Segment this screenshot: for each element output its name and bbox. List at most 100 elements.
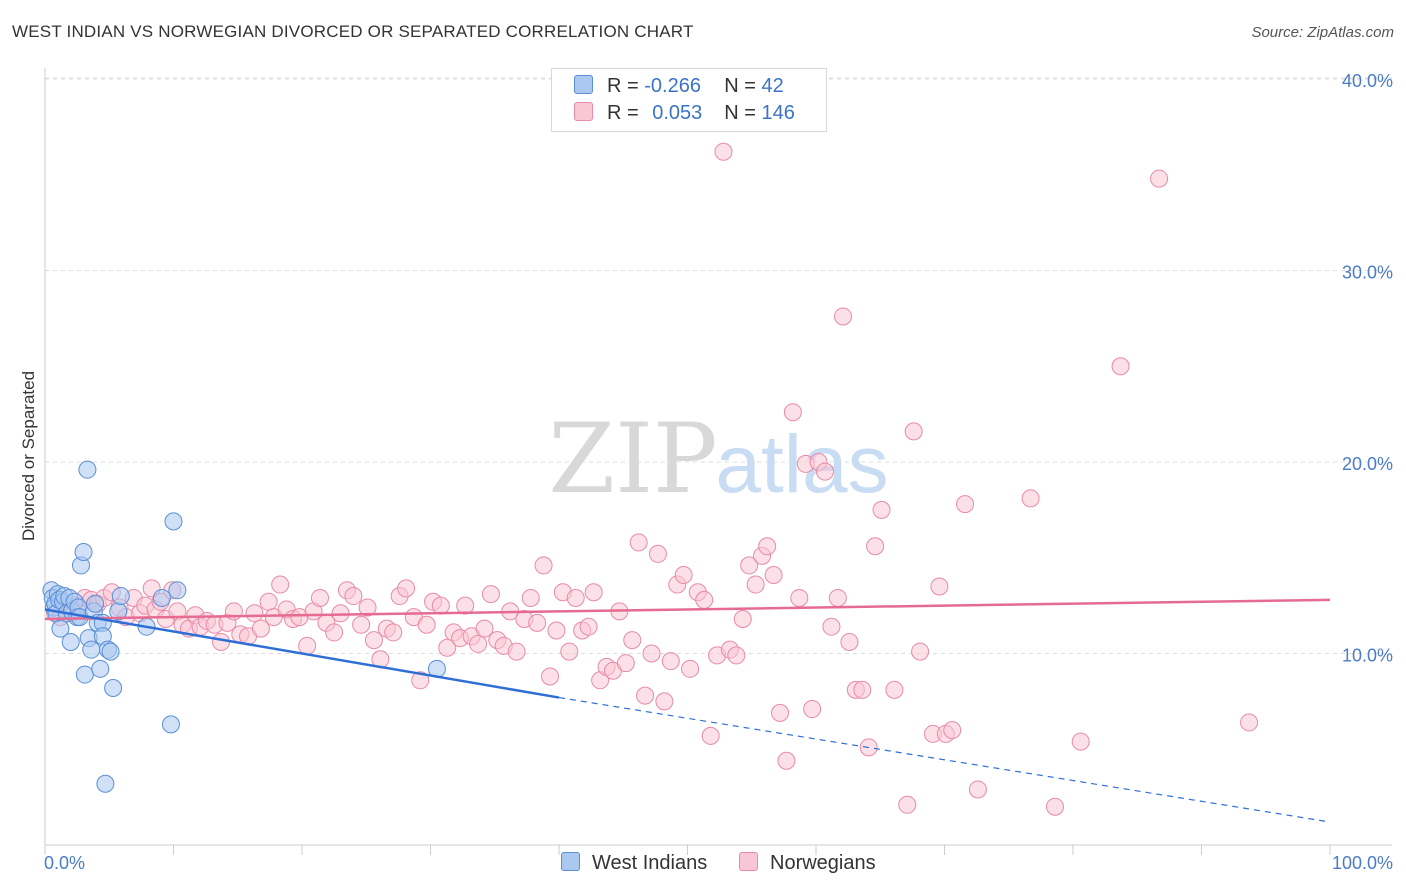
norwegians-point (456, 596, 475, 615)
norwegians-point (771, 703, 790, 722)
norwegians-point (629, 533, 648, 552)
stats-row-west-indians: R = -0.266 N = 42 (574, 75, 802, 99)
y-tick-label: 30.0% (1342, 263, 1393, 283)
west-indians-point (168, 581, 187, 600)
norwegians-point (872, 500, 891, 519)
norwegians-point (840, 633, 859, 652)
norwegians-point (1111, 357, 1130, 376)
r-value: 0.053 (652, 102, 703, 124)
norwegians-point (397, 579, 416, 598)
legend-item-norwegians[interactable]: Norwegians (739, 852, 876, 875)
norwegians-point (815, 462, 834, 481)
norwegians-point (271, 575, 290, 594)
norwegians-point (648, 544, 667, 563)
source-note: Source: ZipAtlas.com (1251, 24, 1394, 41)
norwegians-point (911, 642, 930, 661)
norwegians-point (547, 621, 566, 640)
norwegians-point (764, 565, 783, 584)
norwegians-point (431, 596, 450, 615)
norwegians-point (701, 726, 720, 745)
r-value: -0.266 (644, 75, 701, 97)
norwegians-point (777, 751, 796, 770)
west-indians-point (96, 774, 115, 793)
west-indians-point (51, 619, 70, 638)
legend-item-west-indians[interactable]: West Indians (561, 852, 707, 875)
norwegians-point (584, 583, 603, 602)
legend-label: Norwegians (770, 852, 876, 874)
norwegians-point (331, 604, 350, 623)
norwegians-point (1046, 797, 1065, 816)
norwegians-point (481, 585, 500, 604)
norwegians-point (352, 615, 371, 634)
norwegians-point (364, 631, 383, 650)
norwegians-point (579, 617, 598, 636)
west-indians-point (82, 640, 101, 659)
norwegians-swatch-icon (574, 102, 593, 121)
norwegians-point (898, 795, 917, 814)
n-value: 42 (761, 75, 784, 97)
west-indians-point (78, 460, 97, 479)
stats-row-norwegians: R = 0.053 N = 146 (574, 102, 802, 126)
norwegians-point (968, 780, 987, 799)
norwegians-point (212, 633, 231, 652)
norwegians-point (259, 592, 278, 611)
norwegians-point (642, 644, 661, 663)
norwegians-point (384, 623, 403, 642)
r-label: R = (607, 102, 639, 124)
n-value: 146 (761, 102, 795, 124)
west-indians-points (42, 460, 446, 793)
norwegians-point (655, 692, 674, 711)
west-indians-point (164, 512, 183, 531)
norwegians-point (417, 615, 436, 634)
norwegians-point (566, 588, 585, 607)
norwegians-point (885, 680, 904, 699)
norwegians-point (828, 588, 847, 607)
x-tick-label-min: 0.0% (44, 853, 85, 873)
norwegians-point (636, 686, 655, 705)
chart-title: WEST INDIAN VS NORWEGIAN DIVORCED OR SEP… (12, 22, 694, 41)
legend-label: West Indians (592, 852, 708, 874)
norwegians-point (438, 638, 457, 657)
norwegians-swatch-icon (739, 852, 758, 871)
norwegians-point (833, 307, 852, 326)
norwegians-point (674, 565, 693, 584)
trend-lines (44, 598, 1331, 823)
norwegians-point (245, 604, 264, 623)
norwegians-point (790, 588, 809, 607)
norwegians-point (661, 652, 680, 671)
norwegians-point (681, 659, 700, 678)
y-tick-label: 40.0% (1342, 71, 1393, 91)
axes (44, 68, 1392, 855)
norwegians-point (727, 646, 746, 665)
west-indians-point (75, 665, 94, 684)
norwegians-point (310, 588, 329, 607)
norwegians-point (298, 636, 317, 655)
west-indians-trend-line (44, 608, 560, 699)
norwegians-point (1150, 169, 1169, 188)
west-indians-trend-extension (558, 696, 1331, 823)
norwegians-point (803, 700, 822, 719)
west-indians-swatch-icon (561, 852, 580, 871)
norwegians-point (822, 617, 841, 636)
west-indians-point (86, 594, 105, 613)
norwegians-point (783, 403, 802, 422)
norwegians-point (521, 588, 540, 607)
norwegians-point (1071, 732, 1090, 751)
west-indians-point (152, 588, 171, 607)
y-tick-labels: 10.0% 20.0% 30.0% 40.0% (1342, 71, 1393, 666)
norwegians-point (251, 619, 270, 638)
west-indians-point (101, 642, 120, 661)
west-indians-swatch-icon (574, 75, 593, 94)
x-tick-label-max: 100.0% (1332, 853, 1393, 873)
norwegians-point (853, 680, 872, 699)
norwegians-point (904, 422, 923, 441)
norwegians-point (740, 556, 759, 575)
norwegians-point (746, 575, 765, 594)
norwegians-point (560, 642, 579, 661)
watermark-zip: ZIP (548, 403, 717, 515)
norwegians-point (1240, 713, 1259, 732)
norwegians-point (1021, 489, 1040, 508)
norwegians-point (758, 537, 777, 556)
norwegians-point (616, 654, 635, 673)
